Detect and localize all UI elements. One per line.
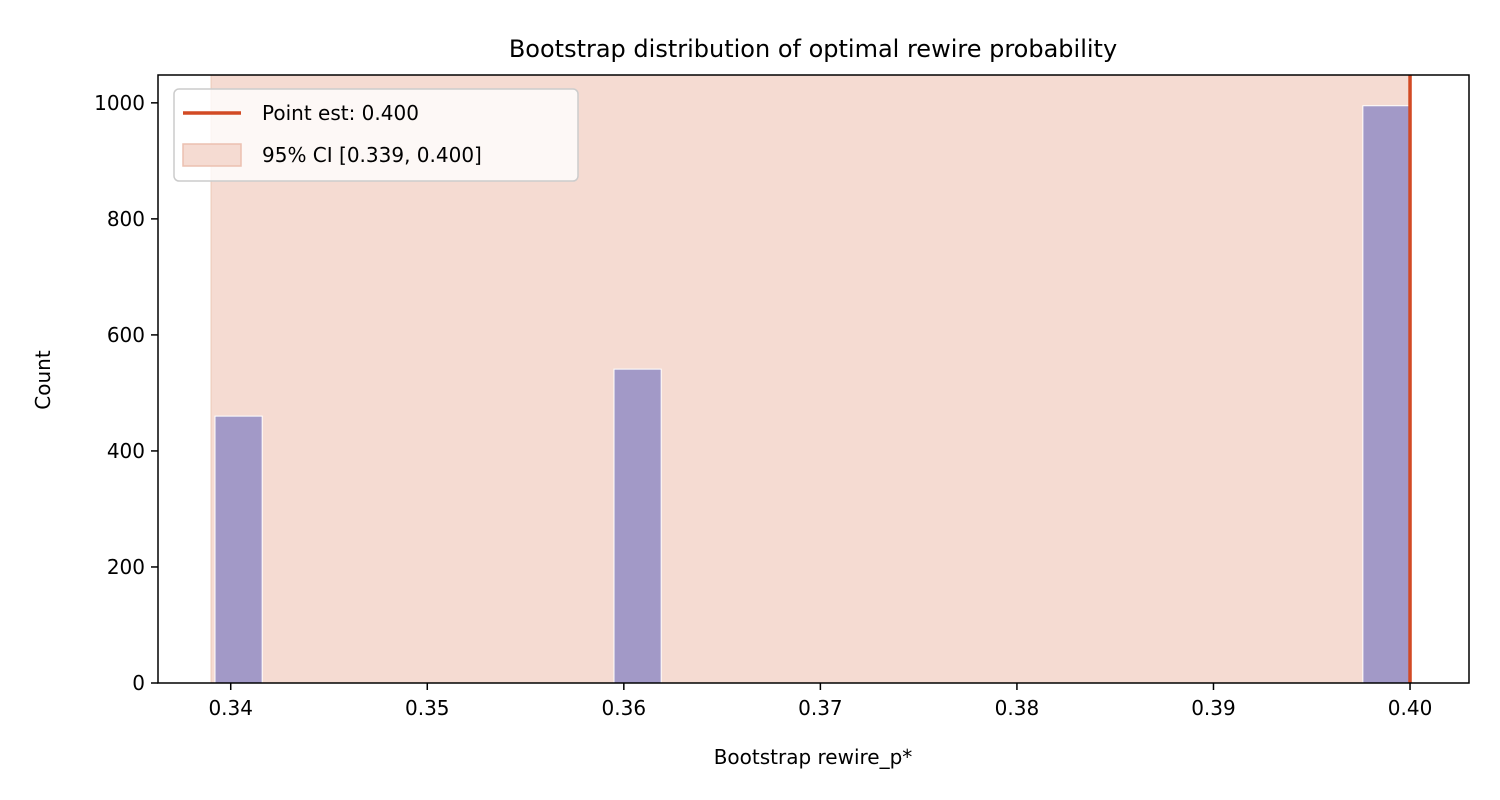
y-tick-label: 400 bbox=[107, 439, 145, 463]
axes-frame bbox=[157, 74, 1470, 684]
y-axis-label: Count bbox=[31, 350, 55, 410]
x-tick-label: 0.37 bbox=[798, 696, 843, 720]
x-tick-label: 0.39 bbox=[1191, 696, 1236, 720]
histogram-bars bbox=[214, 75, 1412, 684]
legend-ci-swatch bbox=[182, 143, 242, 167]
y-tick-label: 800 bbox=[107, 207, 145, 231]
x-tick-label: 0.35 bbox=[405, 696, 450, 720]
y-axis-ticks: 0 200 400 600 800 1000 bbox=[94, 91, 158, 695]
histogram-bar-0 bbox=[214, 415, 263, 684]
histogram-bar-2 bbox=[1362, 105, 1411, 684]
x-tick-label: 0.38 bbox=[995, 696, 1040, 720]
histogram-bar-1 bbox=[613, 368, 662, 684]
x-tick-label: 0.36 bbox=[602, 696, 647, 720]
x-tick-label: 0.34 bbox=[208, 696, 253, 720]
legend-box bbox=[173, 88, 579, 182]
x-axis-ticks: 0.34 0.35 0.36 0.37 0.38 0.39 0.40 bbox=[208, 683, 1432, 720]
legend-point-estimate-label: Point est: 0.400 bbox=[262, 101, 419, 125]
legend-ci-label: 95% CI [0.339, 0.400] bbox=[262, 143, 482, 167]
y-tick-label: 200 bbox=[107, 555, 145, 579]
legend: Point est: 0.400 95% CI [0.339, 0.400] bbox=[173, 88, 579, 182]
y-tick-label: 0 bbox=[132, 671, 145, 695]
chart-title: Bootstrap distribution of optimal rewire… bbox=[509, 35, 1117, 63]
x-axis-label: Bootstrap rewire_p* bbox=[714, 745, 913, 769]
x-tick-label: 0.40 bbox=[1388, 696, 1433, 720]
y-tick-label: 1000 bbox=[94, 91, 145, 115]
y-tick-label: 600 bbox=[107, 323, 145, 347]
